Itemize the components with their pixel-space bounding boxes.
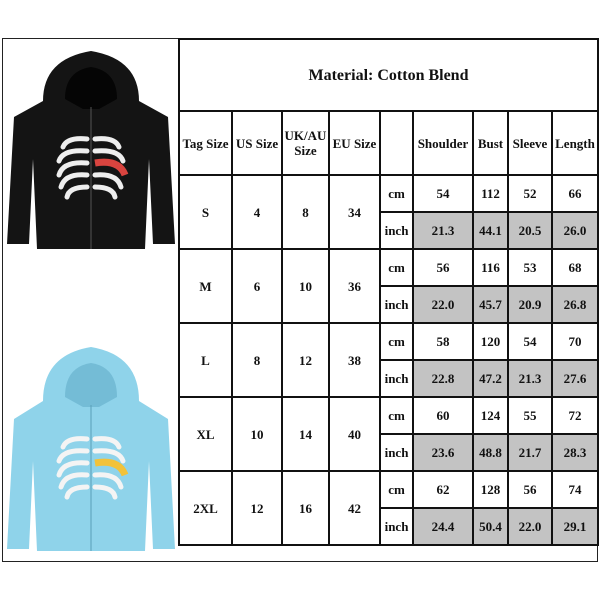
inch-value-cell: 20.5 [507, 211, 553, 250]
uk-size-cell: 16 [281, 470, 330, 546]
tag-size-cell: L [178, 322, 233, 398]
inch-value-cell: 45.7 [472, 285, 509, 324]
inch-value-cell: 29.1 [551, 507, 599, 546]
header-cell [379, 110, 414, 176]
header-cell: US Size [231, 110, 283, 176]
unit-inch-label: inch [379, 433, 414, 472]
unit-cm-label: cm [379, 322, 414, 361]
cm-value-cell: 74 [551, 470, 599, 509]
cm-value-cell: 70 [551, 322, 599, 361]
cm-value-cell: 56 [507, 470, 553, 509]
cm-value-cell: 52 [507, 174, 553, 213]
cm-value-cell: 68 [551, 248, 599, 287]
tag-size-cell: S [178, 174, 233, 250]
header-cell: Sleeve [507, 110, 553, 176]
cm-value-cell: 60 [412, 396, 474, 435]
table-row: M 6 10 36 cm 56 116 53 68 [178, 248, 599, 324]
unit-inch-label: inch [379, 211, 414, 250]
eu-size-cell: 38 [328, 322, 381, 398]
cm-value-cell: 124 [472, 396, 509, 435]
cm-value-cell: 54 [412, 174, 474, 213]
inch-value-cell: 26.8 [551, 285, 599, 324]
unit-inch-label: inch [379, 285, 414, 324]
cm-value-cell: 72 [551, 396, 599, 435]
tag-size-cell: M [178, 248, 233, 324]
cm-value-cell: 54 [507, 322, 553, 361]
cm-value-cell: 120 [472, 322, 509, 361]
inch-value-cell: 20.9 [507, 285, 553, 324]
table-row: inch 22.0 45.7 20.9 26.8 [179, 285, 599, 324]
us-size-cell: 4 [231, 174, 283, 250]
eu-size-cell: 36 [328, 248, 381, 324]
inch-value-cell: 47.2 [472, 359, 509, 398]
unit-cm-label: cm [379, 248, 414, 287]
inch-value-cell: 23.6 [412, 433, 474, 472]
table-row: 2XL 12 16 42 cm 62 128 56 74 [178, 470, 599, 546]
tag-size-cell: XL [178, 396, 233, 472]
product-images [7, 51, 175, 551]
table-row: S 4 8 34 cm 54 112 52 66 [178, 174, 599, 250]
inch-value-cell: 22.0 [507, 507, 553, 546]
inch-value-cell: 48.8 [472, 433, 509, 472]
header-cell: EU Size [328, 110, 381, 176]
uk-size-cell: 12 [281, 322, 330, 398]
eu-size-cell: 40 [328, 396, 381, 472]
header-cell: Bust [472, 110, 509, 176]
table-row: inch 24.4 50.4 22.0 29.1 [179, 507, 599, 546]
eu-size-cell: 34 [328, 174, 381, 250]
inch-value-cell: 21.7 [507, 433, 553, 472]
header-cell: Shoulder [412, 110, 474, 176]
inch-value-cell: 50.4 [472, 507, 509, 546]
inch-value-cell: 22.8 [412, 359, 474, 398]
table-row: XL 10 14 40 cm 60 124 55 72 [178, 396, 599, 472]
unit-cm-label: cm [379, 396, 414, 435]
uk-size-cell: 8 [281, 174, 330, 250]
unit-inch-label: inch [379, 359, 414, 398]
inch-value-cell: 22.0 [412, 285, 474, 324]
header-cell: UK/AU Size [281, 110, 330, 176]
cm-value-cell: 53 [507, 248, 553, 287]
unit-inch-label: inch [379, 507, 414, 546]
size-chart-table: Material: Cotton Blend Tag Size US Size UK… [178, 38, 599, 546]
table-row: inch 23.6 48.8 21.7 28.3 [179, 433, 599, 472]
inch-value-cell: 21.3 [507, 359, 553, 398]
inch-value-cell: 44.1 [472, 211, 509, 250]
uk-size-cell: 14 [281, 396, 330, 472]
us-size-cell: 12 [231, 470, 283, 546]
inch-value-cell: 26.0 [551, 211, 599, 250]
cm-value-cell: 66 [551, 174, 599, 213]
cm-value-cell: 62 [412, 470, 474, 509]
blue-hoodie-image [7, 347, 175, 551]
cm-value-cell: 56 [412, 248, 474, 287]
material-title: Material: Cotton Blend [178, 38, 599, 112]
cm-value-cell: 112 [472, 174, 509, 213]
cm-value-cell: 55 [507, 396, 553, 435]
cm-value-cell: 116 [472, 248, 509, 287]
cm-value-cell: 58 [412, 322, 474, 361]
table-row: inch 22.8 47.2 21.3 27.6 [179, 359, 599, 398]
header-cell: Length [551, 110, 599, 176]
header-cell: Tag Size [178, 110, 233, 176]
us-size-cell: 8 [231, 322, 283, 398]
unit-cm-label: cm [379, 174, 414, 213]
tag-size-cell: 2XL [178, 470, 233, 546]
inch-value-cell: 27.6 [551, 359, 599, 398]
inch-value-cell: 28.3 [551, 433, 599, 472]
black-hoodie-image [7, 51, 175, 249]
us-size-cell: 10 [231, 396, 283, 472]
unit-cm-label: cm [379, 470, 414, 509]
cm-value-cell: 128 [472, 470, 509, 509]
uk-size-cell: 10 [281, 248, 330, 324]
inch-value-cell: 21.3 [412, 211, 474, 250]
table-row: inch 21.3 44.1 20.5 26.0 [179, 211, 599, 250]
us-size-cell: 6 [231, 248, 283, 324]
table-row: L 8 12 38 cm 58 120 54 70 [178, 322, 599, 398]
eu-size-cell: 42 [328, 470, 381, 546]
inch-value-cell: 24.4 [412, 507, 474, 546]
